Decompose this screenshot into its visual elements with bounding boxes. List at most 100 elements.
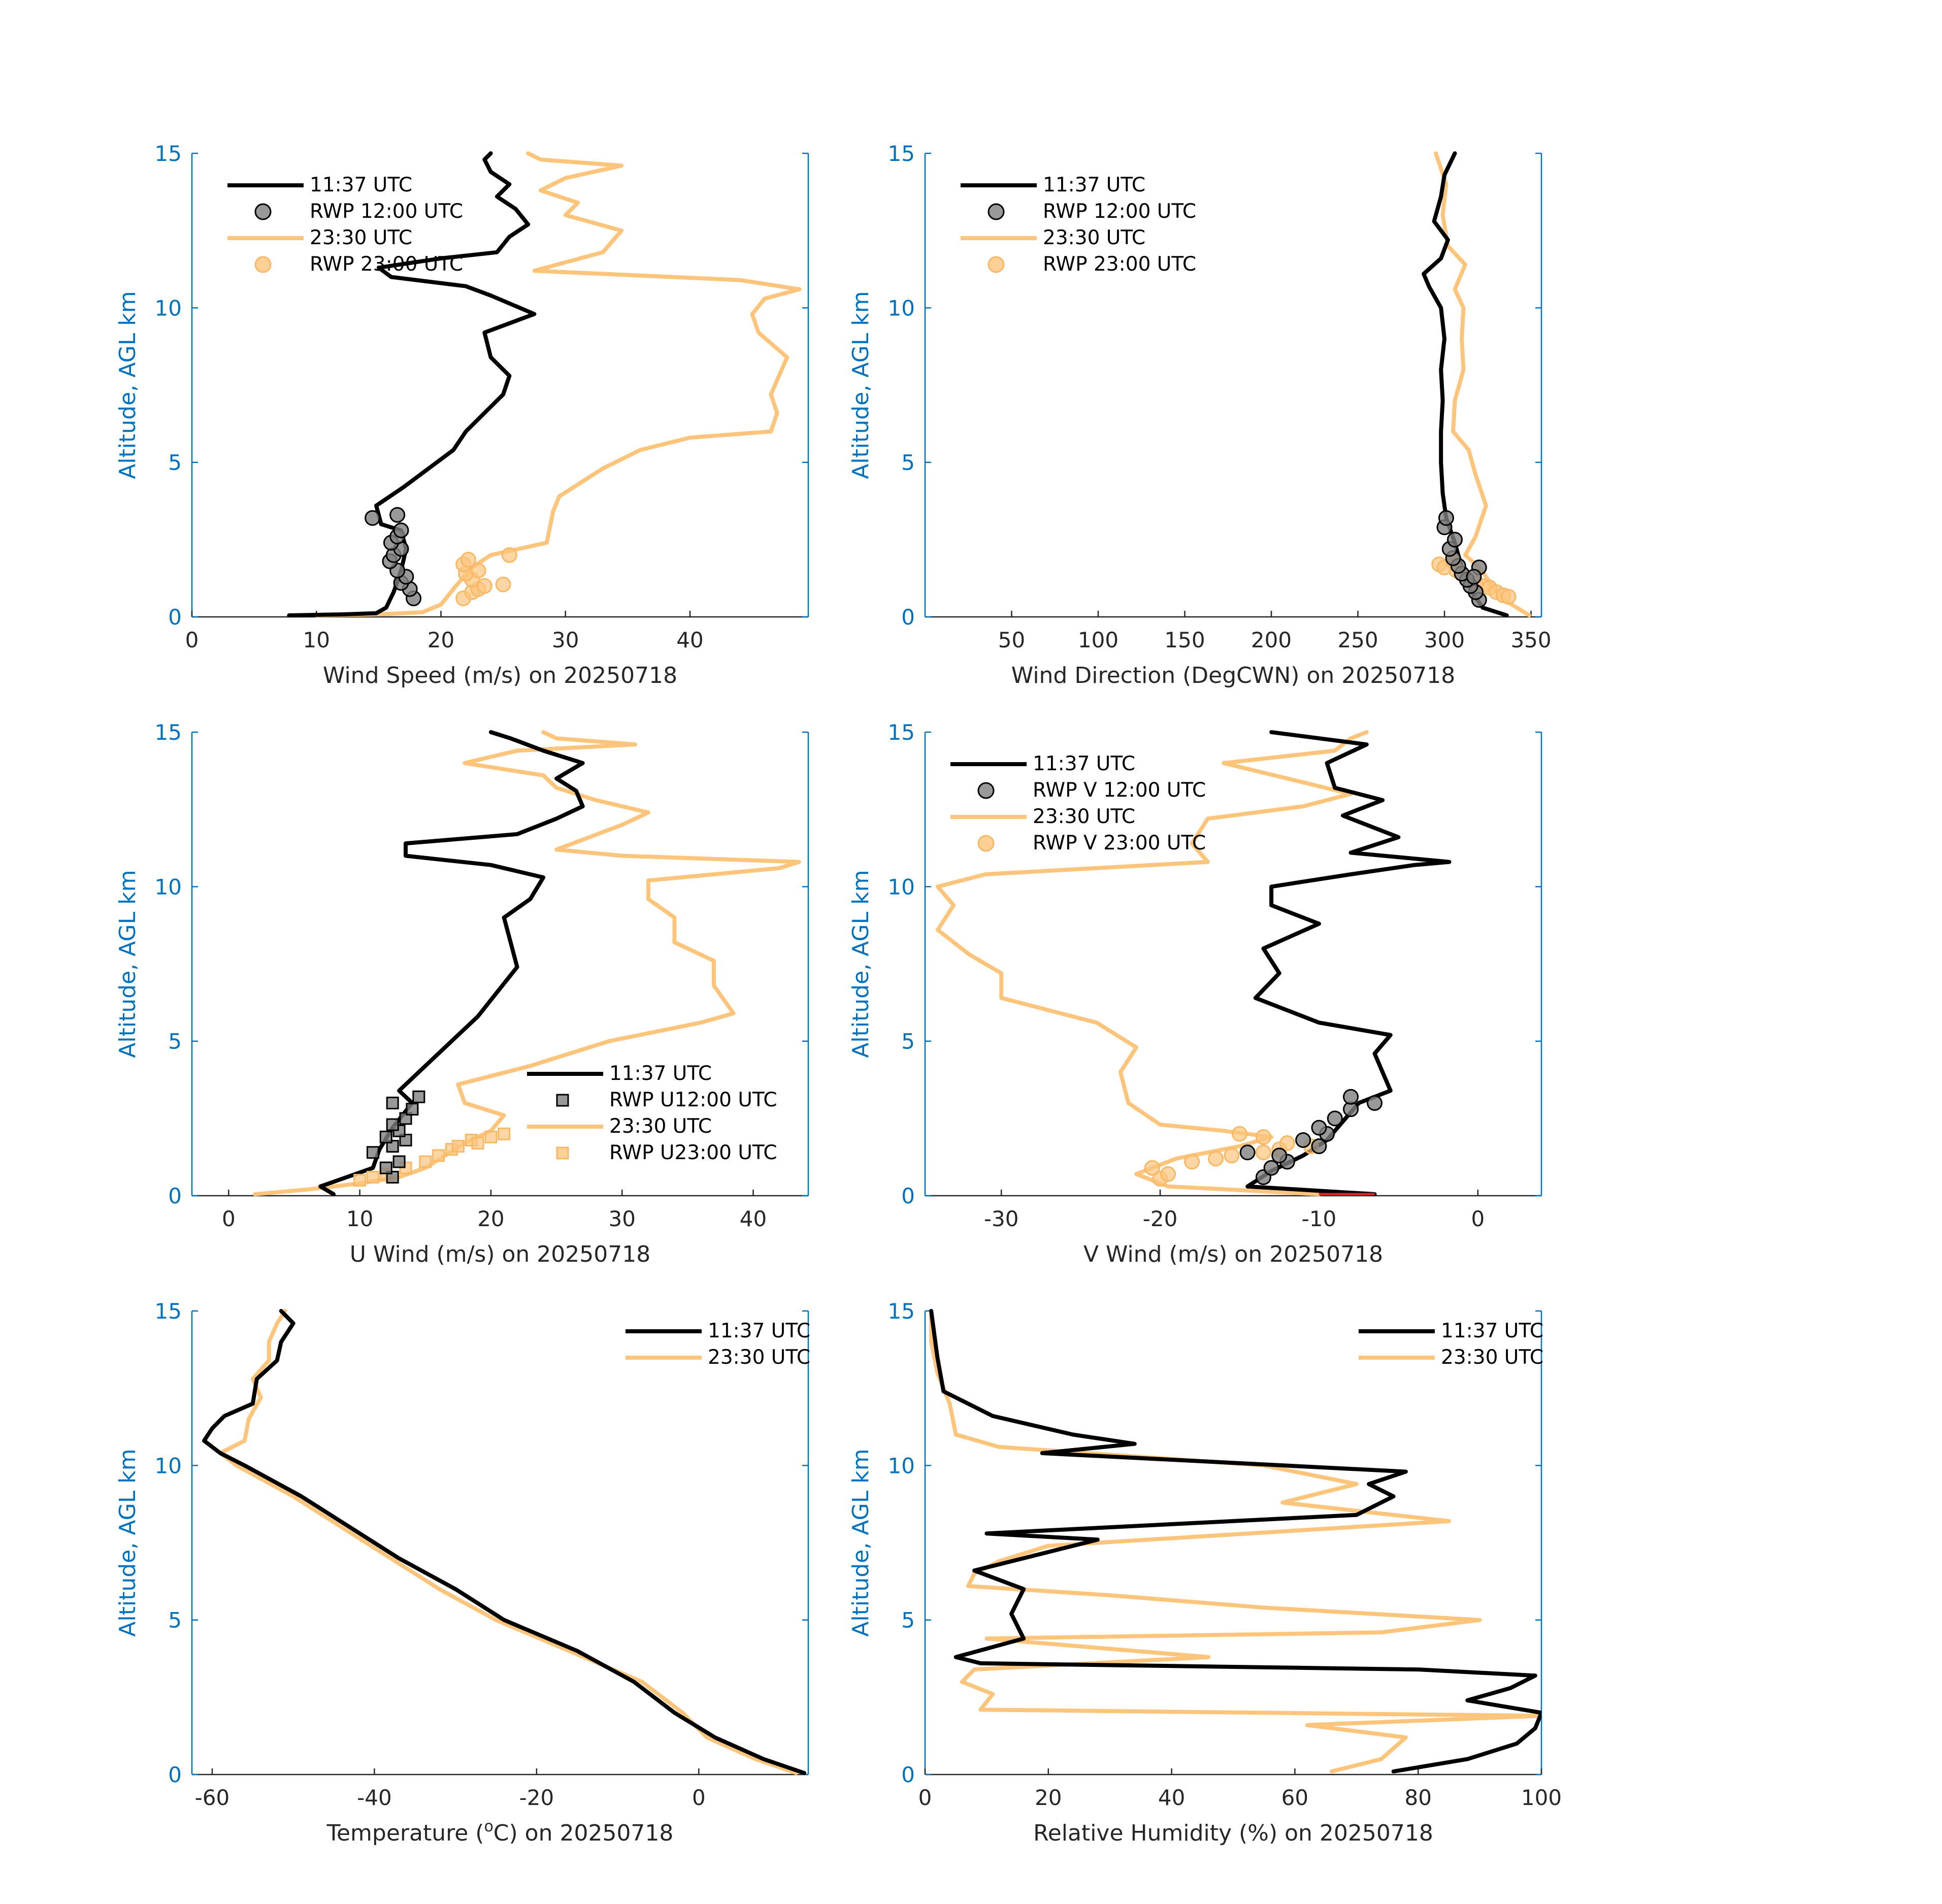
series-line-11-37-utc [1422,151,1509,617]
legend-label: RWP U12:00 UTC [609,1089,777,1111]
data-point [484,1130,498,1143]
data-point [1438,510,1454,526]
x-tick-label: 40 [740,1206,767,1231]
data-point [1446,532,1463,548]
data-point [498,1127,511,1140]
x-tick-label: 200 [1251,628,1292,652]
x-axis-label: Temperature (oC) on 20250718 [326,1818,674,1846]
y-tick-label: 15 [888,1299,915,1324]
y-axis-label: Altitude, AGL km [115,291,141,479]
y-tick-label: 10 [888,1453,915,1478]
x-tick-label: 100 [1521,1785,1562,1810]
panel-vwind: 0 5 10 15 -30 -20 -10 0 Altitude, AGL km V Wind (… [848,720,1542,1267]
data-point [1160,1166,1176,1182]
legend-label: 11:37 UTC [1043,174,1145,196]
legend-marker-swatch [988,203,1005,220]
data-point [392,1155,406,1168]
legend-label: 11:37 UTC [310,174,412,196]
data-point [1366,1095,1383,1111]
panel-rh: 0 5 10 15 0 20 40 60 80 100 Altitude, AGL km Relati… [848,1299,1562,1846]
data-point [471,1137,484,1150]
y-tick-label: 5 [901,450,915,475]
data-point [1343,1089,1359,1105]
plot-area [1422,151,1532,617]
x-tick-label: 80 [1404,1785,1431,1810]
y-tick-label: 15 [155,720,182,745]
series-line-23-30-utc [218,1309,798,1775]
legend-label: 11:37 UTC [1033,752,1135,775]
y-tick-label: 10 [888,874,915,899]
data-point [460,551,476,568]
legend-marker-swatch [556,1146,569,1160]
legend-label: RWP 23:00 UTC [1043,253,1196,276]
x-tick-label: 20 [1035,1785,1062,1810]
y-tick-label: 0 [168,605,182,630]
y-axis-label: Altitude, AGL km [115,870,141,1058]
x-tick-label: 30 [552,628,579,652]
data-point [1208,1151,1224,1167]
legend-marker-swatch [988,256,1005,273]
panel-wspd: 0 5 10 15 0 10 20 30 40 Altitude, AGL km Wind Spee… [115,141,809,688]
x-axis-label: U Wind (m/s) on 20250718 [350,1241,650,1267]
data-point [1144,1160,1160,1176]
x-tick-label: 30 [608,1206,635,1231]
x-axis-label-part: C) on 20250718 [493,1820,674,1846]
x-tick-label: -20 [1143,1206,1178,1231]
x-tick-label: 0 [1471,1206,1485,1231]
y-tick-label: 10 [888,296,915,320]
data-point [386,1118,399,1131]
x-tick-label: 0 [692,1785,706,1810]
y-tick-label: 0 [168,1184,182,1208]
legend-label: RWP V 23:00 UTC [1033,832,1206,855]
panel-uwind: 0 5 10 15 0 10 20 30 40 Altitude, AGL km U Wind (m… [115,720,809,1267]
y-tick-label: 15 [888,720,915,745]
y-tick-label: 15 [888,141,915,166]
legend: 11:37 UTC 23:30 UTC [1359,1320,1543,1369]
x-tick-label: 300 [1424,628,1465,652]
legend: 11:37 UTC RWP 12:00 UTC 23:30 UTC RWP 23:00… [227,174,463,276]
data-point [1279,1135,1295,1152]
data-point [386,1096,399,1109]
y-tick-label: 5 [901,1608,915,1633]
data-point [1311,1138,1327,1155]
y-axis-label: Altitude, AGL km [115,1449,141,1636]
series-line-11-37-utc [1245,730,1452,1196]
x-tick-label: 350 [1510,628,1551,652]
legend-label: RWP 12:00 UTC [310,200,463,223]
x-tick-label: 40 [676,628,703,652]
panel-temp: 0 5 10 15 -60 -40 -20 0 Altitude, AGL km Temperat… [115,1299,810,1846]
legend-marker-swatch [254,203,272,220]
plot-area [929,1309,1541,1774]
plot-area [202,1309,806,1775]
data-point [353,1174,367,1187]
x-tick-label: 250 [1337,628,1378,652]
legend-label: 11:37 UTC [1441,1320,1543,1342]
x-tick-label: 0 [222,1206,236,1231]
data-point [406,1103,419,1116]
x-axis-label: Wind Speed (m/s) on 20250718 [323,663,677,688]
y-tick-label: 5 [168,1029,182,1054]
y-tick-label: 0 [168,1762,182,1787]
series-line-23-30-utc [929,1309,1541,1774]
y-tick-label: 15 [155,141,182,166]
y-tick-label: 0 [901,1762,915,1787]
data-point [476,578,492,594]
x-tick-label: -40 [357,1785,392,1810]
legend-label: 23:30 UTC [609,1115,712,1138]
legend: 11:37 UTC RWP 12:00 UTC 23:30 UTC RWP 23:00… [961,174,1196,276]
x-tick-label: -30 [984,1206,1019,1231]
data-point [393,522,409,539]
data-point [1255,1144,1271,1161]
data-point [1311,1120,1327,1136]
y-tick-label: 0 [901,605,915,630]
data-point [432,1149,445,1162]
x-tick-label: 20 [427,628,454,652]
data-point [412,1090,425,1103]
legend-marker-swatch [977,782,995,799]
legend-label: RWP 12:00 UTC [1043,200,1196,223]
data-point [1224,1147,1240,1164]
data-point [1255,1129,1271,1145]
data-point [386,1140,399,1153]
data-point [365,510,381,526]
